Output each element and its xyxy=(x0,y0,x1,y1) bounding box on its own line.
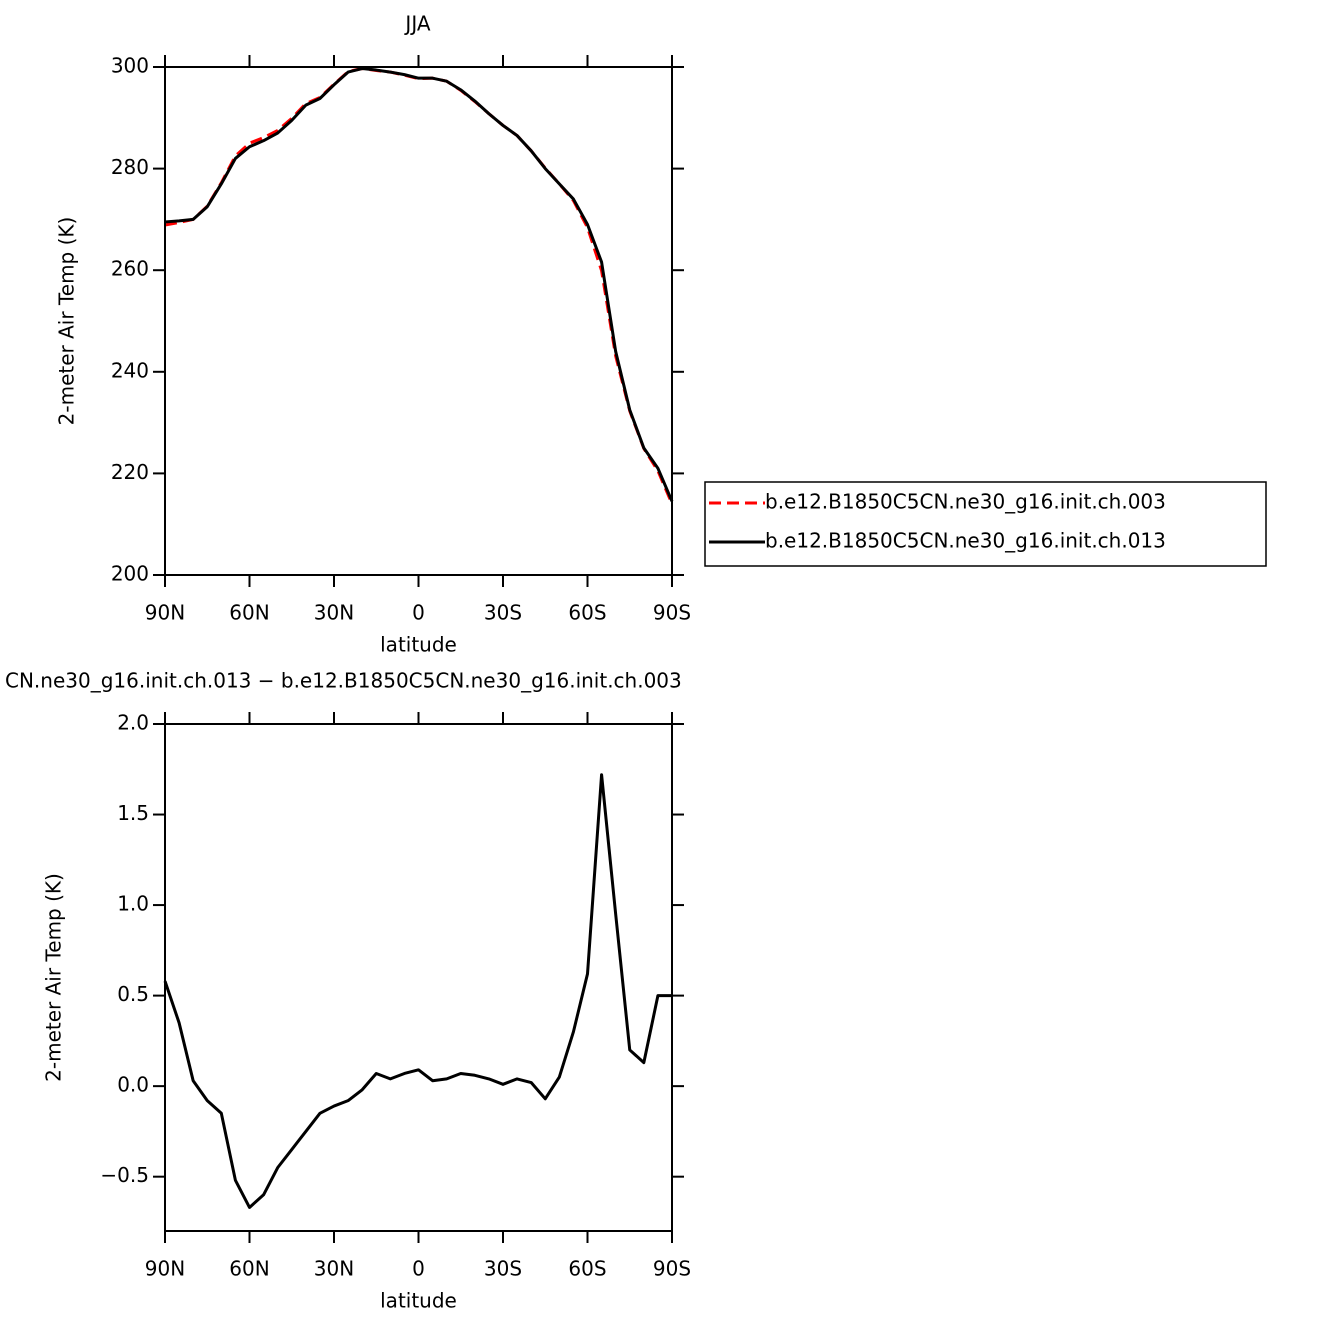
legend-label: b.e12.B1850C5CN.ne30_g16.init.ch.003 xyxy=(765,490,1166,514)
series-line xyxy=(163,773,672,1209)
x-tick-label: 60S xyxy=(568,1257,606,1281)
y-tick-label: 0.5 xyxy=(117,982,149,1006)
y-tick-label: 0.0 xyxy=(117,1073,149,1097)
chart-title: CN.ne30_g16.init.ch.013 − b.e12.B1850C5C… xyxy=(5,669,682,693)
x-axis-label: latitude xyxy=(380,633,457,657)
y-axis-label: 2-meter Air Temp (K) xyxy=(55,217,79,426)
chart-title: JJA xyxy=(403,12,430,36)
x-tick-label: 60N xyxy=(229,601,269,625)
plot-frame xyxy=(164,66,673,576)
y-tick-label: 2.0 xyxy=(117,711,149,735)
x-tick-label: 90S xyxy=(653,601,691,625)
y-axis-label: 2-meter Air Temp (K) xyxy=(42,873,66,1082)
legend-label: b.e12.B1850C5CN.ne30_g16.init.ch.013 xyxy=(765,529,1166,553)
y-tick-label: 300 xyxy=(111,54,149,78)
legend-box xyxy=(704,481,1267,567)
y-tick-label: 1.5 xyxy=(117,801,149,825)
x-tick-label: 60N xyxy=(229,1257,269,1281)
y-tick-label: 280 xyxy=(111,155,149,179)
series-line xyxy=(164,67,674,505)
y-tick-label: −0.5 xyxy=(100,1163,149,1187)
plot-frame xyxy=(164,723,673,1232)
x-tick-label: 30N xyxy=(314,601,354,625)
x-tick-label: 60S xyxy=(568,601,606,625)
x-tick-label: 90S xyxy=(653,1257,691,1281)
x-tick-label: 90N xyxy=(145,601,185,625)
x-tick-label: 90N xyxy=(145,1257,185,1281)
x-axis-label: latitude xyxy=(380,1289,457,1313)
y-tick-label: 1.0 xyxy=(117,892,149,916)
x-tick-label: 0 xyxy=(412,1257,425,1281)
series-line xyxy=(164,67,674,502)
x-tick-label: 30S xyxy=(484,601,522,625)
y-tick-label: 220 xyxy=(111,460,149,484)
y-tick-label: 200 xyxy=(111,562,149,586)
y-tick-label: 260 xyxy=(111,257,149,281)
x-tick-label: 30S xyxy=(484,1257,522,1281)
x-tick-label: 30N xyxy=(314,1257,354,1281)
x-tick-label: 0 xyxy=(412,601,425,625)
y-tick-label: 240 xyxy=(111,358,149,382)
